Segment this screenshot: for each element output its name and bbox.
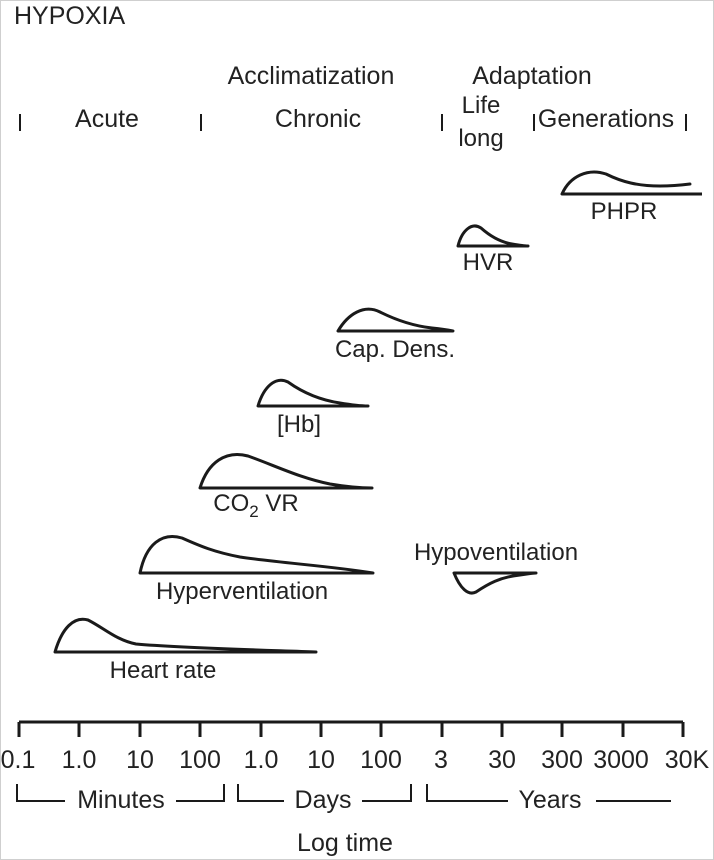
header-acute: Acute xyxy=(75,105,139,133)
axis-tick-label-6: 100 xyxy=(360,746,402,774)
heart-rate-label: Heart rate xyxy=(110,657,217,684)
phpr-curve xyxy=(560,170,692,196)
header-acclimatization: Acclimatization xyxy=(228,62,395,90)
co2vr-curve xyxy=(198,453,374,490)
axis-tick-label-8: 30 xyxy=(488,746,516,774)
unit-days: Days xyxy=(295,786,352,814)
hyperventilation-curve xyxy=(138,535,375,575)
hb-label: [Hb] xyxy=(277,411,321,438)
bracket-days xyxy=(237,784,412,802)
response-hb: [Hb] xyxy=(256,378,370,438)
co2vr-label: CO2 VR xyxy=(213,490,298,521)
bracket-minutes xyxy=(16,784,225,802)
axis-tick-label-1: 1.0 xyxy=(62,746,97,774)
axis-tick-marks xyxy=(17,722,685,737)
response-hypoventilation: Hypoventilation xyxy=(414,539,578,595)
axis-tick-label-11: 30K xyxy=(665,746,710,774)
axis-label: Log time xyxy=(297,829,393,857)
axis-tick-label-5: 10 xyxy=(307,746,335,774)
hvr-curve xyxy=(456,224,530,248)
axis-tick-label-9: 300 xyxy=(541,746,583,774)
hyperventilation-label: Hyperventilation xyxy=(156,578,328,605)
cap-dens-curve xyxy=(336,307,455,333)
hb-curve xyxy=(256,378,370,408)
header-long: long xyxy=(458,125,503,152)
response-hyperventilation: Hyperventilation xyxy=(138,535,375,605)
response-heart-rate: Heart rate xyxy=(53,617,318,684)
co2vr-label-sub: 2 xyxy=(249,502,258,521)
response-hvr: HVR xyxy=(456,224,530,276)
hypoventilation-curve xyxy=(452,571,538,595)
axis-tick-label-2: 10 xyxy=(126,746,154,774)
hypoventilation-label: Hypoventilation xyxy=(414,539,578,566)
co2vr-label-rest: VR xyxy=(259,490,299,517)
response-co2vr: CO2 VR xyxy=(198,453,374,521)
axis-tick-label-7: 3 xyxy=(434,746,448,774)
axis-tick-label-4: 1.0 xyxy=(244,746,279,774)
hvr-label: HVR xyxy=(463,249,514,276)
header-adaptation: Adaptation xyxy=(472,62,592,90)
time-axis: 0.1 1.0 10 100 1.0 10 100 3 30 300 3000 30K Minutes… xyxy=(1,720,710,857)
unit-minutes: Minutes xyxy=(77,786,165,814)
axis-tick-label-3: 100 xyxy=(179,746,221,774)
header-chronic: Chronic xyxy=(275,105,361,133)
response-phpr: PHPR xyxy=(560,170,702,225)
unit-years: Years xyxy=(518,786,581,814)
heart-rate-curve xyxy=(53,617,318,654)
axis-tick-labels: 0.1 1.0 10 100 1.0 10 100 3 30 300 3000 30K xyxy=(1,746,710,774)
cap-dens-label: Cap. Dens. xyxy=(335,336,455,363)
axis-tick-label-0: 0.1 xyxy=(1,746,36,774)
diagram-title: HYPOXIA xyxy=(14,2,125,30)
co2vr-label-main: CO xyxy=(213,490,249,517)
phpr-label: PHPR xyxy=(591,198,658,225)
response-cap-dens: Cap. Dens. xyxy=(335,307,455,363)
header-generations: Generations xyxy=(538,105,674,133)
bracket-years xyxy=(426,784,671,802)
axis-tick-label-10: 3000 xyxy=(593,746,649,774)
header-life: Life xyxy=(462,92,501,119)
